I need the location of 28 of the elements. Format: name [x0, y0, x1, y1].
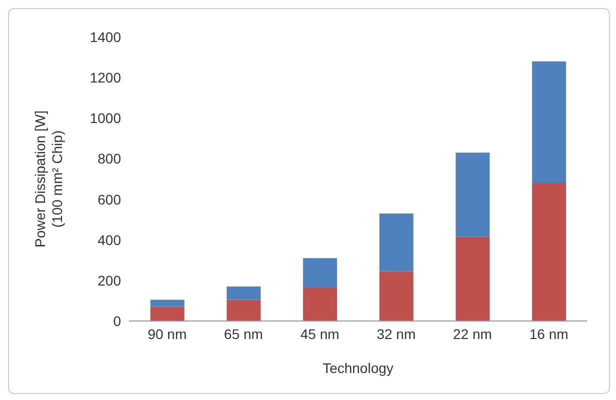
y-tick-label: 800 — [98, 150, 122, 167]
bar — [379, 271, 414, 321]
y-tick-label: 0 — [113, 312, 122, 329]
y-tick-label: 200 — [98, 272, 122, 288]
y-tick-label: 600 — [98, 191, 122, 208]
x-tick-label: 16 nm — [529, 326, 568, 342]
x-tick-label: 32 nm — [376, 326, 416, 342]
bar — [150, 300, 184, 307]
y-tick-label: 1200 — [90, 70, 122, 86]
x-axis-title: Technology — [322, 360, 394, 376]
bar — [456, 152, 490, 237]
x-tick-label: 45 nm — [300, 326, 340, 342]
bar — [150, 306, 184, 321]
x-tick-label: 90 nm — [148, 326, 187, 342]
bar — [532, 61, 566, 184]
y-axis-title: Power Dissipation [W] (100 mm² Chip) — [32, 110, 65, 248]
bar — [456, 236, 490, 321]
x-tick-label: 22 nm — [453, 326, 492, 342]
y-tick-label: 1000 — [90, 110, 122, 126]
bar — [303, 258, 338, 288]
x-tick-label: 65 nm — [224, 326, 263, 342]
bar — [226, 300, 261, 321]
y-tick-label: 400 — [98, 232, 122, 248]
bar — [379, 213, 414, 272]
bar — [226, 286, 261, 300]
y-tick-label: 1400 — [90, 28, 122, 45]
bar — [303, 288, 338, 321]
bar — [532, 183, 566, 321]
